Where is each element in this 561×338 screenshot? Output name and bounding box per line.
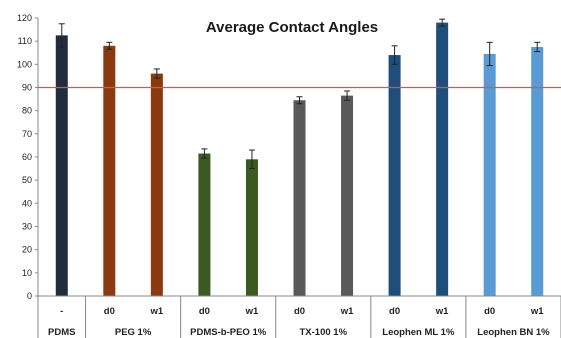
group-label: PEG 1% bbox=[115, 327, 152, 338]
bar bbox=[483, 53, 496, 297]
chart-title: Average Contact Angles bbox=[206, 19, 378, 36]
bar bbox=[388, 55, 401, 296]
y-tick-label: 70 bbox=[22, 129, 32, 139]
group-label: Leophen BN 1% bbox=[477, 327, 550, 338]
bar bbox=[245, 159, 258, 296]
y-tick-label: 100 bbox=[17, 59, 32, 69]
bar-category-label: - bbox=[60, 306, 63, 317]
y-tick-label: 60 bbox=[22, 152, 32, 162]
bar-category-label: w1 bbox=[340, 306, 354, 317]
bar-category-label: d0 bbox=[104, 306, 115, 317]
y-tick-label: 30 bbox=[22, 222, 32, 232]
bar bbox=[531, 46, 544, 297]
y-axis: 0 10 20 30 40 50 60 70 80 90 100 110 120 bbox=[17, 13, 39, 301]
bar bbox=[341, 95, 354, 296]
y-tick-label: 90 bbox=[22, 83, 32, 93]
bar bbox=[293, 100, 306, 296]
group-label: Leophen ML 1% bbox=[382, 327, 455, 338]
y-tick-label: 50 bbox=[22, 175, 32, 185]
y-tick-label: 20 bbox=[22, 245, 32, 255]
y-tick-label: 10 bbox=[22, 268, 32, 278]
bar-category-label: w1 bbox=[245, 306, 259, 317]
bars bbox=[38, 18, 561, 297]
bar bbox=[55, 35, 68, 296]
y-tick-label: 120 bbox=[17, 13, 32, 23]
group-label: TX-100 1% bbox=[300, 327, 348, 338]
group-label: PDMS bbox=[48, 327, 75, 338]
group-label: PDMS-b-PEO 1% bbox=[190, 327, 267, 338]
bar bbox=[436, 22, 449, 297]
bar-category-label: w1 bbox=[530, 306, 544, 317]
bar-category-label: d0 bbox=[199, 306, 210, 317]
x-axis: - d0 w1 d0 w1 d0 w1 d0 w1 d0 w1 PDMS PEG 1% PDMS-b-PE… bbox=[37, 295, 561, 338]
bar-category-label: d0 bbox=[484, 306, 495, 317]
y-tick-label: 0 bbox=[27, 291, 32, 301]
bar bbox=[103, 45, 116, 296]
bar-category-label: d0 bbox=[294, 306, 305, 317]
bar-category-label: d0 bbox=[389, 306, 400, 317]
y-tick-label: 40 bbox=[22, 198, 32, 208]
bar-category-label: w1 bbox=[150, 306, 164, 317]
bar bbox=[150, 73, 163, 296]
bar bbox=[198, 153, 211, 296]
y-tick-label: 110 bbox=[18, 36, 32, 46]
y-tick-label: 80 bbox=[22, 106, 32, 116]
bar-category-label: w1 bbox=[435, 306, 449, 317]
